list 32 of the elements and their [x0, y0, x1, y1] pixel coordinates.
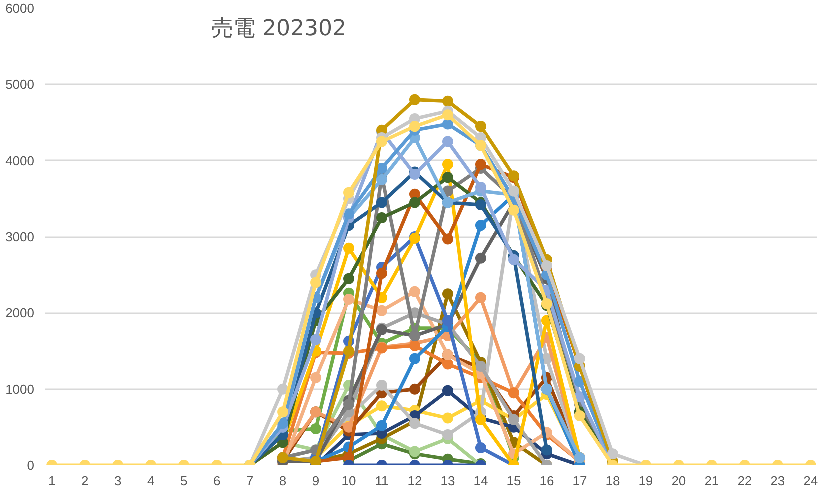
x-tick-label: 6 [213, 474, 221, 488]
y-tick-label: 1000 [6, 382, 34, 397]
x-tick-label: 10 [342, 474, 356, 488]
x-tick-label: 13 [440, 474, 456, 488]
x-tick-label: 22 [738, 474, 752, 488]
x-tick-label: 18 [606, 474, 620, 488]
x-tick-label: 4 [147, 474, 155, 488]
x-tick-label: 9 [312, 474, 320, 488]
x-tick-label: 17 [572, 474, 588, 488]
x-tick-label: 16 [540, 474, 554, 488]
x-tick-label: 12 [408, 474, 422, 488]
x-tick-label: 21 [704, 474, 720, 488]
x-tick-label: 23 [770, 474, 786, 488]
y-tick-label: 4000 [6, 153, 34, 168]
x-tick-label: 5 [180, 474, 188, 488]
x-tick-label: 19 [638, 474, 654, 488]
y-tick-label: 5000 [6, 77, 34, 92]
x-tick-label: 1 [48, 474, 56, 488]
x-tick-label: 8 [279, 474, 287, 488]
chart-title: 売電 202302 [212, 16, 346, 42]
y-tick-label: 3000 [6, 230, 34, 244]
x-tick-label: 24 [804, 474, 818, 488]
x-tick-label: 20 [672, 474, 686, 488]
y-tick-label: 6000 [6, 1, 34, 16]
y-tick-label: 2000 [6, 306, 34, 321]
x-tick-label: 3 [114, 474, 122, 488]
x-tick-label: 14 [474, 474, 488, 488]
x-tick-label: 15 [506, 474, 522, 488]
x-tick-label: 2 [81, 474, 89, 488]
x-tick-label: 11 [375, 474, 389, 488]
x-tick-label: 7 [246, 474, 254, 488]
y-tick-label: 0 [27, 458, 35, 473]
